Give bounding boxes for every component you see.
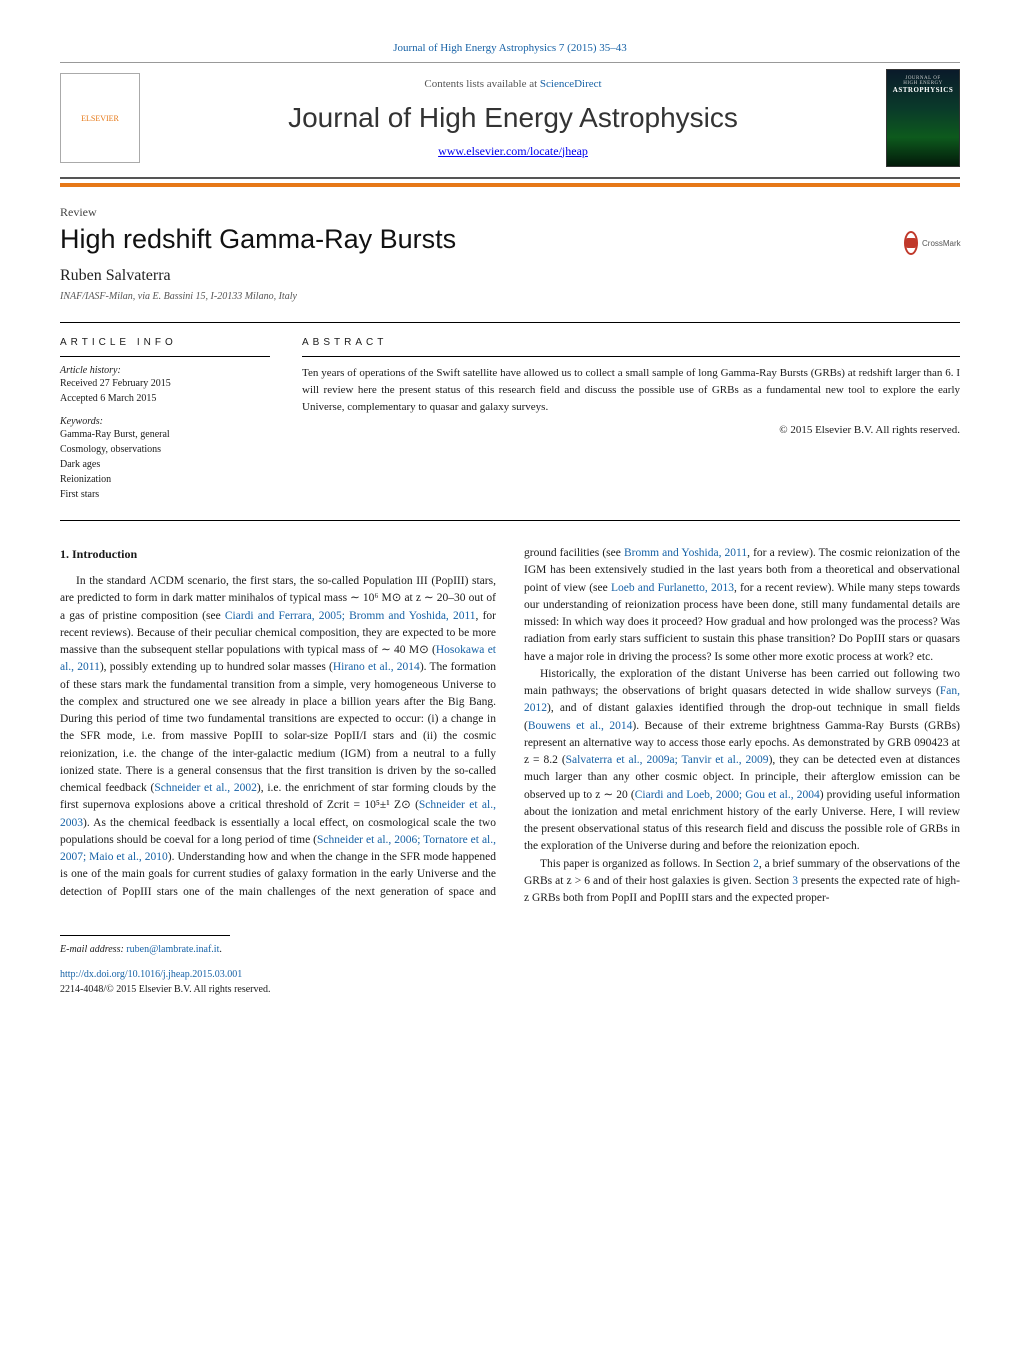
- crossmark-icon: [904, 231, 918, 255]
- top-journal-ref: Journal of High Energy Astrophysics 7 (2…: [60, 42, 960, 54]
- email-label: E-mail address:: [60, 944, 126, 955]
- body-columns: 1. Introduction In the standard ΛCDM sce…: [60, 545, 960, 907]
- body-paragraph-2: Historically, the exploration of the dis…: [524, 666, 960, 856]
- author-affiliation: INAF/IASF-Milan, via E. Bassini 15, I-20…: [60, 291, 960, 302]
- p1-seg-c: ), possibly extending up to hundred sola…: [100, 661, 333, 673]
- keyword-3: Reionization: [60, 472, 270, 487]
- abstract-heading: ABSTRACT: [302, 337, 960, 348]
- meta-rule-1: [60, 356, 270, 357]
- abstract-text: Ten years of operations of the Swift sat…: [302, 365, 960, 416]
- author-email-link[interactable]: ruben@lambrate.inaf.it: [126, 944, 219, 955]
- cover-line3: ASTROPHYSICS: [893, 86, 953, 94]
- author-name: Ruben Salvaterra: [60, 267, 960, 285]
- body-paragraph-3: This paper is organized as follows. In S…: [524, 856, 960, 908]
- doi-line: http://dx.doi.org/10.1016/j.jheap.2015.0…: [60, 967, 960, 982]
- doi-link[interactable]: http://dx.doi.org/10.1016/j.jheap.2015.0…: [60, 969, 242, 980]
- elsevier-logo-text: ELSEVIER: [81, 114, 119, 123]
- top-journal-ref-link[interactable]: Journal of High Energy Astrophysics 7 (2…: [393, 42, 627, 54]
- keyword-0: Gamma-Ray Burst, general: [60, 427, 270, 442]
- history-received: Received 27 February 2015: [60, 376, 270, 391]
- keyword-1: Cosmology, observations: [60, 442, 270, 457]
- issn-copyright-line: 2214-4048/© 2015 Elsevier B.V. All right…: [60, 982, 960, 997]
- article-info-column: ARTICLE INFO Article history: Received 2…: [60, 337, 270, 502]
- cite-salvaterra-2009a[interactable]: Salvaterra et al., 2009a; Tanvir et al.,…: [566, 754, 769, 766]
- p1-seg-d: ). The formation of these stars mark the…: [60, 661, 496, 794]
- crossmark-label: CrossMark: [922, 239, 961, 248]
- journal-homepage-anchor[interactable]: www.elsevier.com/locate/jheap: [438, 144, 588, 158]
- p2-seg-a: Historically, the exploration of the dis…: [524, 668, 960, 697]
- p3-seg-a: This paper is organized as follows. In S…: [540, 858, 753, 870]
- cite-bouwens-2014[interactable]: Bouwens et al., 2014: [528, 720, 633, 732]
- header-center: Contents lists available at ScienceDirec…: [140, 78, 886, 159]
- contents-prefix: Contents lists available at: [424, 78, 539, 90]
- cite-schneider-2002[interactable]: Schneider et al., 2002: [154, 782, 257, 794]
- article-title: High redshift Gamma-Ray Bursts: [60, 224, 456, 255]
- sciencedirect-link[interactable]: ScienceDirect: [540, 78, 602, 90]
- keywords-label: Keywords:: [60, 416, 270, 427]
- history-accepted: Accepted 6 March 2015: [60, 391, 270, 406]
- keyword-2: Dark ages: [60, 457, 270, 472]
- cite-loeb-furlanetto-2013[interactable]: Loeb and Furlanetto, 2013: [611, 582, 734, 594]
- footnote-rule: [60, 935, 230, 936]
- cite-hirano-2014[interactable]: Hirano et al., 2014: [333, 661, 420, 673]
- history-label: Article history:: [60, 365, 270, 376]
- article-type: Review: [60, 205, 960, 220]
- article-info-heading: ARTICLE INFO: [60, 337, 270, 348]
- contents-available-line: Contents lists available at ScienceDirec…: [158, 78, 868, 90]
- title-row: High redshift Gamma-Ray Bursts CrossMark: [60, 224, 960, 267]
- journal-cover-thumbnail: JOURNAL OF HIGH ENERGY ASTROPHYSICS: [886, 69, 960, 167]
- crossmark-badge[interactable]: CrossMark: [904, 228, 960, 258]
- meta-rule-2: [302, 356, 960, 357]
- abstract-column: ABSTRACT Ten years of operations of the …: [302, 337, 960, 502]
- cite-ciardi-ferrara-2005[interactable]: Ciardi and Ferrara, 2005; Bromm and Yosh…: [225, 610, 476, 622]
- keyword-4: First stars: [60, 487, 270, 502]
- page-root: Journal of High Energy Astrophysics 7 (2…: [0, 0, 1020, 1047]
- elsevier-logo: ELSEVIER: [60, 73, 140, 163]
- journal-title: Journal of High Energy Astrophysics: [158, 102, 868, 134]
- section-1-heading: 1. Introduction: [60, 545, 496, 563]
- cite-ciardi-loeb-2000[interactable]: Ciardi and Loeb, 2000; Gou et al., 2004: [635, 789, 820, 801]
- article-meta-block: ARTICLE INFO Article history: Received 2…: [60, 322, 960, 521]
- header-band: ELSEVIER Contents lists available at Sci…: [60, 62, 960, 179]
- cite-bromm-yoshida-2011[interactable]: Bromm and Yoshida, 2011: [624, 547, 747, 559]
- abstract-copyright: © 2015 Elsevier B.V. All rights reserved…: [302, 424, 960, 436]
- email-line: E-mail address: ruben@lambrate.inaf.it.: [60, 942, 960, 957]
- accent-bar: [60, 183, 960, 187]
- journal-homepage-link[interactable]: www.elsevier.com/locate/jheap: [158, 144, 868, 159]
- page-footer: E-mail address: ruben@lambrate.inaf.it. …: [60, 942, 960, 997]
